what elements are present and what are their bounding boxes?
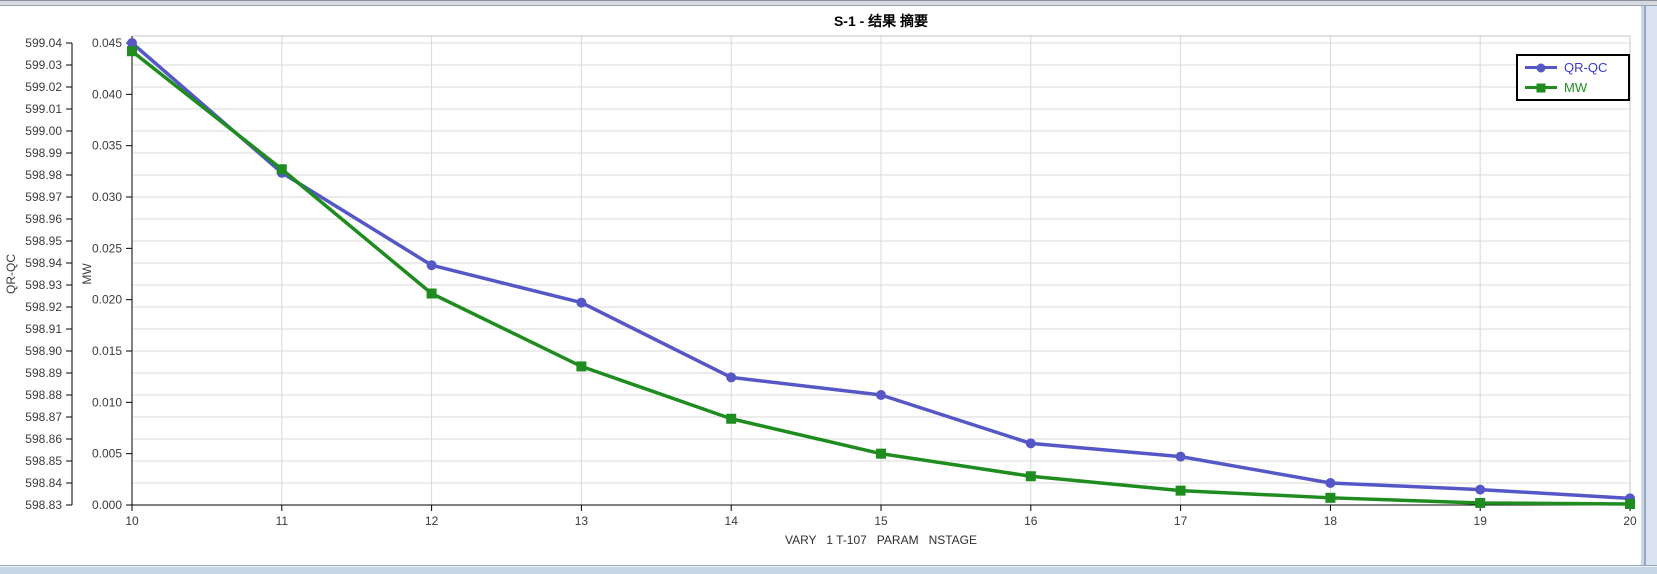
data-point-mw (576, 361, 587, 372)
y1-tick-label: 598.93 (25, 278, 62, 292)
y2-tick-label: 0.035 (92, 139, 122, 153)
x-axis-title: VARY 1 T-107 PARAM NSTAGE (784, 533, 978, 547)
data-point-qr-qc (1475, 484, 1486, 495)
data-point-mw (876, 448, 886, 459)
data-point-mw (1175, 485, 1186, 496)
y1-tick-label: 598.90 (25, 344, 62, 358)
legend-box: QR-QC MW (1516, 54, 1630, 101)
y1-tick-label: 598.84 (25, 476, 62, 490)
data-point-qr-qc (127, 38, 137, 48)
data-point-mw (726, 413, 737, 424)
y2-axis-title: MW (80, 263, 94, 285)
y2-tick-label: 0.030 (92, 190, 122, 204)
data-point-qr-qc (1175, 451, 1186, 462)
data-point-qr-qc (426, 260, 437, 271)
y2-tick-label: 0.045 (92, 36, 122, 50)
x-tick-label: 12 (425, 514, 439, 528)
x-tick-label: 18 (1324, 514, 1338, 528)
data-point-qr-qc (876, 390, 886, 400)
legend-label: MW (1564, 79, 1588, 95)
y1-tick-label: 598.86 (25, 432, 62, 446)
y2-tick-label: 0.010 (92, 395, 122, 409)
window-right-border (1644, 5, 1657, 574)
y2-tick-label: 0.015 (92, 344, 122, 358)
x-tick-label: 15 (874, 514, 888, 528)
y1-tick-label: 599.02 (25, 80, 62, 94)
y1-tick-label: 598.83 (25, 498, 62, 512)
y2-tick-label: 0.020 (92, 293, 122, 307)
y1-tick-label: 598.87 (25, 410, 62, 424)
y2-tick-label: 0.025 (92, 241, 122, 255)
square-marker-icon (1536, 83, 1546, 92)
y2-tick-label: 0.005 (92, 447, 122, 461)
y1-tick-label: 598.99 (25, 146, 62, 160)
legend-entry-qr-qc[interactable]: QR-QC (1525, 59, 1628, 75)
x-tick-label: 14 (725, 514, 739, 528)
y1-tick-label: 598.98 (25, 168, 62, 182)
data-point-qr-qc (726, 372, 737, 383)
data-point-mw (127, 46, 137, 57)
y1-tick-label: 599.01 (25, 102, 62, 116)
legend-label: QR-QC (1564, 59, 1608, 75)
y1-axis-title: QR-QC (4, 254, 18, 294)
y1-tick-label: 599.03 (25, 58, 62, 72)
x-tick-label: 11 (276, 514, 289, 528)
y1-tick-label: 598.94 (25, 256, 62, 270)
y2-tick-label: 0.040 (92, 87, 122, 101)
y1-tick-label: 599.00 (25, 124, 62, 138)
x-tick-label: 13 (575, 514, 589, 528)
data-point-qr-qc (1025, 438, 1036, 449)
data-point-qr-qc (1325, 478, 1336, 488)
data-point-mw (276, 164, 287, 175)
x-tick-label: 19 (1474, 514, 1488, 528)
window-top-border (0, 0, 1657, 6)
data-point-qr-qc (576, 297, 587, 308)
data-point-mw (1475, 497, 1486, 508)
data-point-mw (426, 288, 437, 299)
y1-tick-label: 598.96 (25, 212, 62, 226)
data-point-mw (1625, 498, 1635, 509)
legend-line-sample (1525, 83, 1557, 92)
circle-marker-icon (1536, 63, 1546, 72)
y2-tick-label: 0.000 (92, 498, 122, 512)
legend-line-sample (1525, 63, 1557, 72)
y1-tick-label: 598.95 (25, 234, 62, 248)
y1-tick-label: 598.91 (25, 322, 62, 336)
x-tick-label: 10 (125, 514, 139, 528)
x-tick-label: 16 (1024, 514, 1038, 528)
chart-title: S-1 - 结果 摘要 (833, 13, 929, 29)
y1-tick-label: 598.88 (25, 388, 62, 402)
y1-tick-label: 598.97 (25, 190, 62, 204)
y1-tick-label: 598.85 (25, 454, 62, 468)
plot-frame-light (132, 35, 1631, 505)
y1-tick-label: 599.04 (25, 36, 62, 50)
x-tick-label: 17 (1174, 514, 1188, 528)
data-point-mw (1325, 492, 1336, 503)
legend-entry-mw[interactable]: MW (1525, 79, 1628, 95)
data-point-mw (1025, 471, 1036, 482)
window-bottom-border (0, 565, 1657, 574)
y1-tick-label: 598.92 (25, 300, 62, 314)
x-tick-label: 20 (1623, 514, 1637, 528)
y1-tick-label: 598.89 (25, 366, 62, 380)
